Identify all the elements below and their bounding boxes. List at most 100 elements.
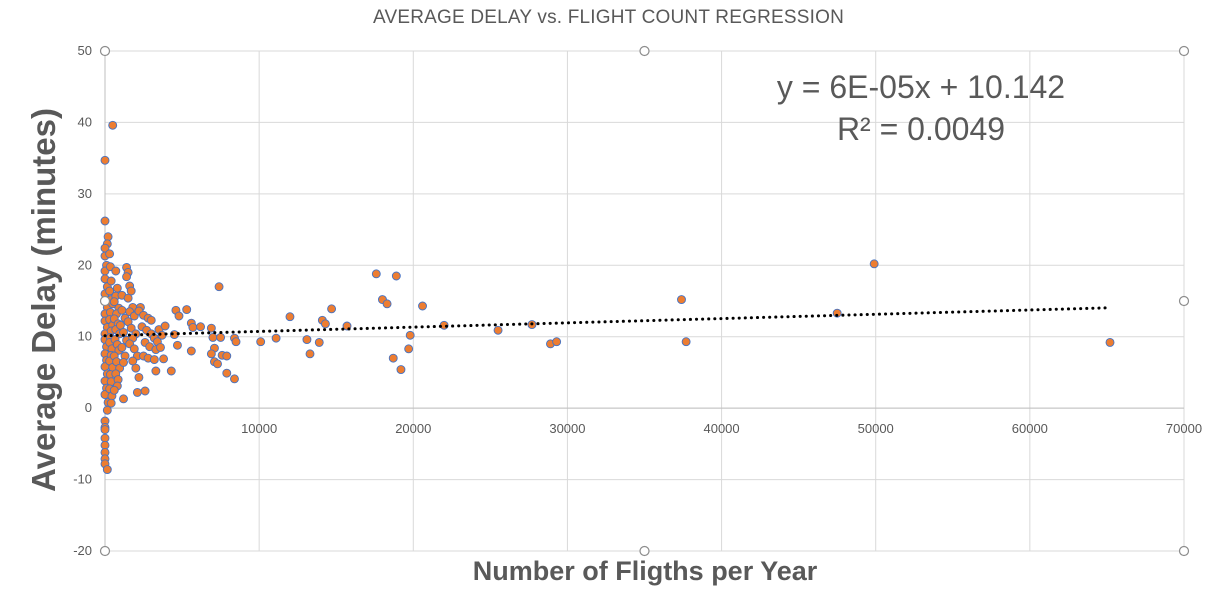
data-point [327, 304, 337, 314]
data-point [122, 272, 132, 282]
selection-handle [1178, 545, 1190, 557]
data-point [320, 319, 330, 329]
data-point [117, 305, 127, 315]
data-point [206, 323, 216, 333]
data-point [388, 353, 398, 363]
trendline-group [103, 306, 1109, 338]
data-point [111, 266, 121, 276]
data-point [188, 322, 198, 332]
data-point [493, 325, 503, 335]
trendline-equation: y = 6E-05x + 10.142 [776, 69, 1066, 105]
x-tick-label: 60000 [1012, 421, 1048, 436]
data-point [681, 337, 691, 347]
data-point [314, 337, 324, 347]
x-tick-label: 40000 [703, 421, 739, 436]
y-tick-labels: -20 -10 0 10 20 30 40 50 [73, 43, 92, 558]
data-point [132, 387, 142, 397]
data-point [285, 312, 295, 322]
trendline-r-squared: R² = 0.0049 [836, 111, 1006, 147]
data-point [216, 332, 226, 342]
data-point [256, 337, 266, 347]
data-point [100, 216, 110, 226]
data-point [1105, 337, 1115, 347]
data-point [271, 333, 281, 343]
data-point [105, 249, 115, 259]
y-tick-label: -10 [73, 472, 92, 487]
data-point [102, 405, 112, 415]
data-point [106, 276, 116, 286]
data-point [182, 305, 192, 315]
data-point [102, 465, 112, 475]
selection-handle [99, 45, 111, 57]
data-point [186, 346, 196, 356]
data-point [405, 330, 415, 340]
y-tick-label: 20 [78, 257, 92, 272]
x-axis-title: Number of Fligths per Year [472, 556, 818, 586]
data-point [119, 394, 128, 404]
selection-handle [639, 545, 650, 557]
data-point [371, 269, 381, 279]
data-point [134, 372, 144, 382]
data-point [396, 365, 406, 375]
data-point [100, 155, 110, 165]
trendline [103, 306, 1109, 338]
x-tick-label: 20000 [395, 421, 431, 436]
data-point [196, 322, 206, 332]
y-tick-label: 40 [78, 114, 92, 129]
data-point [119, 357, 128, 367]
data-point [112, 283, 122, 293]
trendline-equation-box: y = 6E-05x + 10.142 R² = 0.0049 [760, 66, 1082, 150]
data-point [869, 259, 879, 269]
selection-handle [1178, 45, 1190, 57]
data-point [677, 295, 686, 305]
data-points [100, 120, 1115, 475]
y-axis-title: Average Delay (minutes) [25, 108, 62, 492]
selection-handle [1178, 295, 1190, 307]
data-point [126, 323, 136, 333]
data-point [156, 342, 165, 352]
data-point [206, 349, 216, 359]
y-tick-label: -20 [73, 543, 92, 558]
data-point [123, 293, 133, 303]
selection-handle [99, 545, 111, 557]
data-point [151, 366, 161, 376]
x-tick-label: 70000 [1166, 421, 1202, 436]
data-point [131, 363, 141, 373]
data-point [159, 354, 169, 364]
data-point [109, 297, 119, 307]
y-tick-label: 50 [78, 43, 92, 58]
data-point [166, 366, 176, 376]
data-point [140, 386, 150, 396]
x-tick-label: 50000 [858, 421, 894, 436]
data-point [208, 332, 218, 342]
data-point [160, 321, 170, 331]
selection-handle [639, 45, 650, 57]
y-tick-label: 0 [85, 400, 92, 415]
data-point [213, 359, 222, 369]
data-point [109, 385, 119, 395]
x-tick-labels: 10000 20000 30000 40000 50000 60000 70000 [241, 421, 1202, 436]
data-point [231, 337, 241, 347]
y-tick-label: 30 [78, 186, 92, 201]
data-point [391, 271, 401, 281]
data-point [106, 398, 116, 408]
data-point [100, 425, 110, 435]
data-point [149, 355, 159, 365]
data-point [105, 286, 115, 296]
y-tick-label: 10 [78, 329, 92, 344]
data-point [832, 308, 842, 318]
data-point [404, 344, 414, 354]
data-point [214, 282, 224, 292]
selection-handles [99, 45, 1190, 557]
data-point [382, 299, 392, 309]
data-point [230, 374, 239, 384]
data-point [305, 349, 315, 359]
data-point [418, 301, 427, 311]
data-point [172, 340, 182, 350]
x-tick-label: 10000 [241, 421, 277, 436]
data-point [222, 368, 232, 378]
data-point [146, 315, 156, 325]
data-point [302, 335, 312, 345]
